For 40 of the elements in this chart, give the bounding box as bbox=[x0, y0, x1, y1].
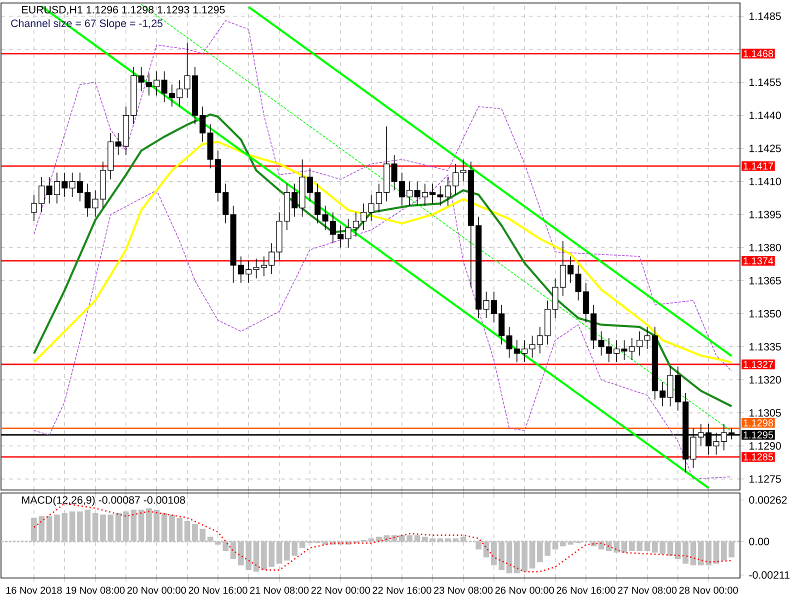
x-tick-label: 23 Nov 08:00 bbox=[434, 586, 493, 594]
y-tick-label: 0.00262 bbox=[749, 496, 787, 504]
line-series bbox=[32, 140, 733, 364]
ref-line-label: 1.1298 bbox=[744, 419, 774, 426]
x-tick-label: 22 Nov 16:00 bbox=[372, 586, 432, 594]
y-tick-label: 1.1455 bbox=[750, 78, 781, 86]
ref-line-label: 1.1417 bbox=[744, 162, 774, 170]
line-series bbox=[34, 174, 732, 480]
x-tick-label: 16 Nov 2018 bbox=[6, 586, 62, 594]
ref-line-label: 1.1374 bbox=[744, 257, 774, 264]
y-tick-label: 1.1395 bbox=[750, 210, 781, 218]
ref-line-label: 1.1285 bbox=[744, 453, 774, 460]
y-tick-label: 1.1425 bbox=[750, 144, 781, 152]
ref-line-label: 1.1468 bbox=[744, 50, 774, 58]
line-series bbox=[32, 113, 733, 408]
y-tick-label: 1.1275 bbox=[750, 475, 781, 483]
x-tick-label: 26 Nov 00:00 bbox=[495, 586, 554, 594]
x-tick-label: 20 Nov 16:00 bbox=[188, 586, 248, 594]
y-tick-label: -0.00211 bbox=[749, 571, 790, 579]
y-tick-label: 1.1305 bbox=[750, 409, 781, 417]
x-tick-label: 22 Nov 00:00 bbox=[311, 586, 370, 594]
y-tick-label: 1.1380 bbox=[750, 244, 781, 252]
y-tick-label: 1.1350 bbox=[750, 310, 781, 318]
y-tick-label: 1.1365 bbox=[750, 276, 781, 284]
ref-line-label: 1.1295 bbox=[744, 431, 774, 438]
x-tick-label: 26 Nov 16:00 bbox=[556, 586, 616, 594]
y-tick-label: 1.1320 bbox=[750, 376, 781, 384]
ref-line-label: 1.1327 bbox=[744, 360, 774, 368]
y-tick-label: 1.1290 bbox=[750, 442, 781, 450]
y-tick-label: 1.1410 bbox=[750, 178, 781, 186]
x-tick-label: 27 Nov 08:00 bbox=[618, 586, 677, 594]
y-tick-label: 1.1485 bbox=[750, 12, 781, 20]
chart-title: MACD(12,26,9) -0.00087 -0.00108 bbox=[22, 496, 186, 506]
y-tick-label: 1.1335 bbox=[750, 342, 781, 351]
x-tick-label: 20 Nov 00:00 bbox=[127, 586, 186, 594]
y-tick-label: 1.1440 bbox=[750, 112, 781, 120]
y-tick-label: 0.00 bbox=[749, 538, 770, 546]
x-tick-label: 19 Nov 08:00 bbox=[66, 586, 125, 594]
x-tick-label: 21 Nov 08:00 bbox=[250, 586, 309, 594]
x-tick-label: 28 Nov 00:00 bbox=[679, 586, 738, 594]
